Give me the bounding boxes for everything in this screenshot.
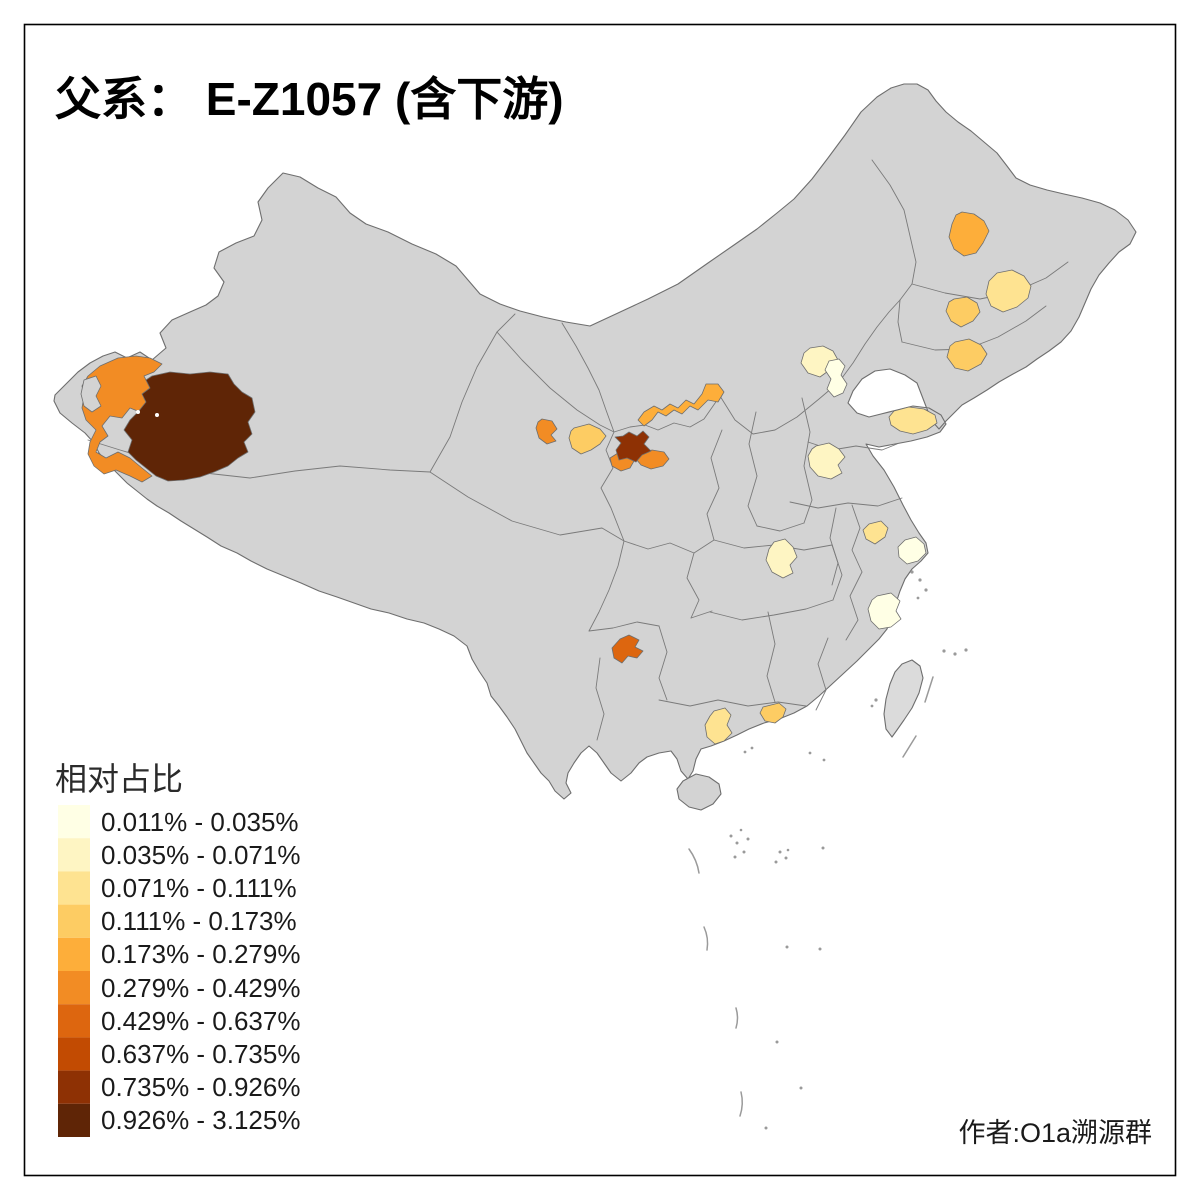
map-region-gansu-a <box>614 430 652 463</box>
legend-swatch-4 <box>58 904 90 938</box>
legend-swatch-8 <box>58 1037 90 1071</box>
lake-speck <box>155 413 159 417</box>
legend-label-4: 0.111% - 0.173% <box>101 906 297 936</box>
map-region-ningxia <box>637 383 725 427</box>
figure-title: 父系： E-Z1057 (含下游) <box>55 73 564 125</box>
author-credit: 作者:O1a溯源群 <box>958 1118 1152 1148</box>
legend-label-3: 0.071% - 0.111% <box>101 873 297 903</box>
legend-label-5: 0.173% - 0.279% <box>101 939 300 969</box>
taiwan-island <box>883 659 924 738</box>
legend-swatch-9 <box>58 1070 90 1104</box>
map-region-qinghai-a <box>535 418 558 445</box>
legend-swatch-10 <box>58 1103 90 1137</box>
map-region-gansu-c <box>635 449 670 470</box>
map-region-guangdong-e <box>759 702 787 724</box>
map-region-qinghai-b <box>568 423 607 455</box>
map-region-liaoning <box>946 338 988 372</box>
legend-title: 相对占比 <box>55 761 183 797</box>
map-region-enclave-gray <box>80 375 102 413</box>
hainan-island <box>676 773 722 811</box>
legend-label-7: 0.429% - 0.637% <box>101 1006 300 1036</box>
legend-label-10: 0.926% - 3.125% <box>101 1105 300 1135</box>
map-region-tianjin <box>824 358 848 398</box>
legend-swatch-5 <box>58 937 90 971</box>
map-region-shanghai-area <box>897 536 927 565</box>
province-borders <box>87 159 1069 741</box>
legend-label-9: 0.735% - 0.926% <box>101 1072 300 1102</box>
colored-regions <box>80 211 1032 745</box>
map-region-guizhou <box>611 634 644 664</box>
map-region-jilin <box>945 296 981 328</box>
small-islands <box>688 570 968 1130</box>
map-region-heilongjiang-b <box>985 269 1032 313</box>
legend-swatch-7 <box>58 1004 90 1038</box>
map-region-henan <box>765 538 798 579</box>
legend-label-2: 0.035% - 0.071% <box>101 840 300 870</box>
china-landmass <box>53 83 1137 1130</box>
legend-swatch-6 <box>58 971 90 1005</box>
map-region-xinjiang-w <box>81 355 163 483</box>
legend-label-6: 0.279% - 0.429% <box>101 973 300 1003</box>
legend-swatch-2 <box>58 838 90 872</box>
map-region-zhejiang <box>867 592 902 630</box>
lake-speck <box>136 410 140 414</box>
legend: 相对占比 0.011% - 0.035% 0.035% - 0.071% 0.0… <box>55 761 300 1137</box>
legend-swatch-1 <box>58 805 90 839</box>
map-region-jiangsu <box>862 520 889 545</box>
legend-label-8: 0.637% - 0.735% <box>101 1039 300 1069</box>
map-region-guangdong-w <box>704 707 733 745</box>
map-region-heilongjiang-a <box>948 211 990 257</box>
map-region-shandong-a <box>888 406 938 435</box>
map-region-shandong-b <box>807 442 846 480</box>
legend-swatch-3 <box>58 871 90 905</box>
legend-label-1: 0.011% - 0.035% <box>101 807 299 837</box>
